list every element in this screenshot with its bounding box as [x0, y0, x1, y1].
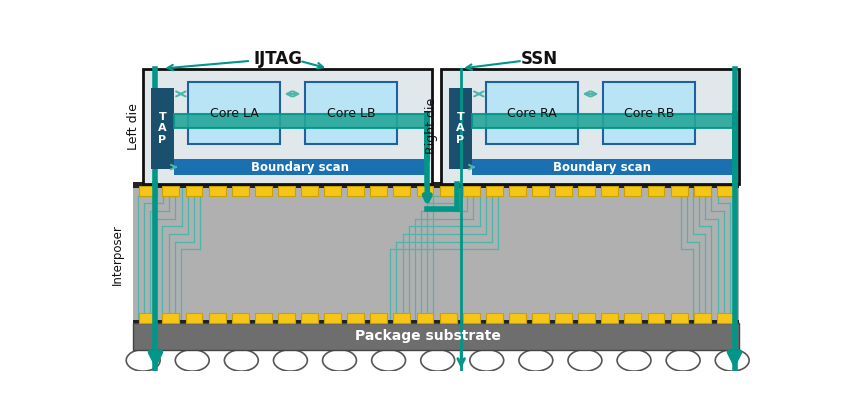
Bar [140, 186, 157, 196]
Text: Boundary scan: Boundary scan [251, 161, 349, 173]
Bar [133, 185, 740, 188]
Bar [163, 313, 180, 323]
Ellipse shape [225, 349, 258, 371]
Bar [463, 186, 480, 196]
Text: T
A
P: T A P [456, 112, 465, 145]
Bar [671, 313, 688, 323]
Bar [424, 128, 431, 159]
Bar [133, 186, 740, 323]
Bar [463, 313, 480, 323]
Bar [324, 313, 341, 323]
Bar [208, 313, 226, 323]
Bar [671, 186, 688, 196]
Text: IJTAG: IJTAG [254, 50, 302, 68]
Bar [440, 186, 456, 196]
Text: Left die: Left die [128, 103, 140, 150]
Ellipse shape [715, 349, 749, 371]
Bar [278, 186, 294, 196]
Text: Interposer: Interposer [111, 224, 124, 284]
Ellipse shape [273, 349, 307, 371]
Bar [163, 186, 180, 196]
Bar [648, 313, 665, 323]
Text: Core LB: Core LB [327, 107, 375, 120]
Bar [694, 313, 711, 323]
Bar [151, 88, 174, 168]
Bar [448, 88, 472, 168]
Bar [625, 186, 642, 196]
Bar [416, 313, 433, 323]
Bar [472, 159, 733, 175]
Bar [486, 186, 503, 196]
Bar [532, 186, 549, 196]
Bar [625, 313, 642, 323]
Bar [509, 186, 526, 196]
Bar [254, 313, 271, 323]
Bar [555, 313, 572, 323]
Ellipse shape [372, 349, 406, 371]
Bar [278, 313, 294, 323]
Text: Core RA: Core RA [507, 107, 557, 120]
Bar [648, 186, 665, 196]
Bar [174, 114, 426, 128]
Text: Package substrate: Package substrate [355, 329, 501, 343]
Bar [188, 83, 280, 144]
Ellipse shape [666, 349, 700, 371]
Bar [133, 320, 740, 323]
Bar [602, 313, 618, 323]
Bar [208, 186, 226, 196]
Ellipse shape [175, 349, 209, 371]
Bar [578, 313, 595, 323]
Ellipse shape [568, 349, 602, 371]
Bar [301, 313, 318, 323]
Bar [416, 186, 433, 196]
Bar [555, 186, 572, 196]
Text: Core RB: Core RB [624, 107, 674, 120]
Bar [603, 83, 695, 144]
Bar [347, 186, 364, 196]
Ellipse shape [617, 349, 651, 371]
Bar [140, 313, 157, 323]
Bar [717, 186, 734, 196]
Bar [186, 313, 203, 323]
Bar [370, 313, 387, 323]
Ellipse shape [323, 349, 357, 371]
Bar [486, 83, 578, 144]
Bar [174, 159, 426, 175]
Bar [301, 186, 318, 196]
Bar [509, 313, 526, 323]
Text: SSN: SSN [521, 50, 558, 68]
Bar [602, 186, 618, 196]
Bar [133, 183, 740, 186]
Bar [347, 313, 364, 323]
Bar [231, 186, 248, 196]
Ellipse shape [519, 349, 553, 371]
Bar [370, 186, 387, 196]
Bar [393, 313, 410, 323]
Bar [472, 114, 733, 128]
Ellipse shape [420, 349, 454, 371]
Bar [486, 313, 503, 323]
Bar [186, 186, 203, 196]
Bar [694, 186, 711, 196]
Text: Right die: Right die [426, 98, 438, 154]
Ellipse shape [126, 349, 160, 371]
Bar [532, 313, 549, 323]
Bar [717, 313, 734, 323]
Bar [440, 313, 456, 323]
Bar [231, 313, 248, 323]
Ellipse shape [470, 349, 504, 371]
Text: Core LA: Core LA [209, 107, 259, 120]
Text: Boundary scan: Boundary scan [553, 161, 652, 173]
Bar [254, 186, 271, 196]
Bar [578, 186, 595, 196]
Bar [305, 83, 397, 144]
Bar [143, 68, 432, 184]
Bar [393, 186, 410, 196]
Bar [324, 186, 341, 196]
Bar [441, 68, 740, 184]
Bar [133, 323, 740, 349]
Text: T
A
P: T A P [158, 112, 167, 145]
